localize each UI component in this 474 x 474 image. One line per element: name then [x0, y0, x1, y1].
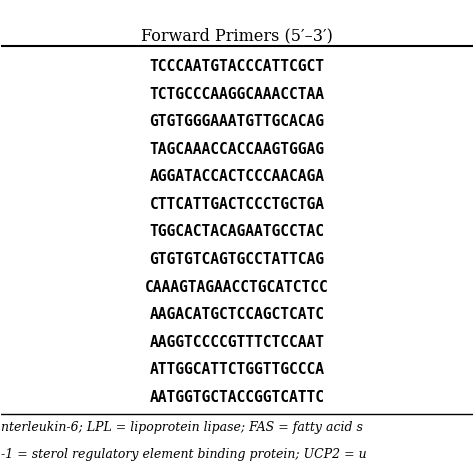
Text: GTGTGGGAAATGTTGCACAG: GTGTGGGAAATGTTGCACAG: [149, 114, 325, 129]
Text: CAAAGTAGAACCTGCATCTCC: CAAAGTAGAACCTGCATCTCC: [145, 280, 329, 294]
Text: TAGCAAACCACCAAGTGGAG: TAGCAAACCACCAAGTGGAG: [149, 142, 325, 157]
Text: TCCCAATGTACCCATTCGCT: TCCCAATGTACCCATTCGCT: [149, 59, 325, 74]
Text: AGGATACCACTCCCAACAGA: AGGATACCACTCCCAACAGA: [149, 169, 325, 184]
Text: Forward Primers (5′–3′): Forward Primers (5′–3′): [141, 27, 333, 44]
Text: -1 = sterol regulatory element binding protein; UCP2 = u: -1 = sterol regulatory element binding p…: [1, 448, 367, 461]
Text: GTGTGTCAGTGCCTATTCAG: GTGTGTCAGTGCCTATTCAG: [149, 252, 325, 267]
Text: AAGGTCCCCGTTTCTCCAAT: AAGGTCCCCGTTTCTCCAAT: [149, 335, 325, 350]
Text: nterleukin-6; LPL = lipoprotein lipase; FAS = fatty acid s: nterleukin-6; LPL = lipoprotein lipase; …: [1, 421, 363, 434]
Text: AAGACATGCTCCAGCTCATC: AAGACATGCTCCAGCTCATC: [149, 307, 325, 322]
Text: CTTCATTGACTCCCTGCTGA: CTTCATTGACTCCCTGCTGA: [149, 197, 325, 212]
Text: AATGGTGCTACCGGTCATTC: AATGGTGCTACCGGTCATTC: [149, 390, 325, 405]
Text: ATTGGCATTCTGGTTGCCCA: ATTGGCATTCTGGTTGCCCA: [149, 362, 325, 377]
Text: TGGCACTACAGAATGCCTAC: TGGCACTACAGAATGCCTAC: [149, 224, 325, 239]
Text: TCTGCCCAAGGCAAACCTAA: TCTGCCCAAGGCAAACCTAA: [149, 87, 325, 102]
